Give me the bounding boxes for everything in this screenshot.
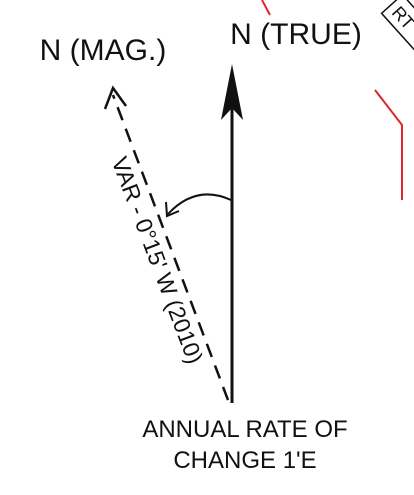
- magnetic-north-label: N (MAG.): [40, 34, 167, 67]
- annual-rate-label-line1: ANNUAL RATE OF: [142, 416, 347, 443]
- variation-angle-arc: [167, 193, 232, 215]
- red-boundary-line: [374, 89, 403, 200]
- true-north-arrowhead-icon: [221, 64, 243, 120]
- magnetic-north-shaft: [111, 94, 230, 401]
- magnetic-north-arrowhead-icon: [103, 85, 128, 110]
- arc-arrowhead-icon: [165, 201, 180, 218]
- annual-rate-label-line2: CHANGE 1'E: [173, 447, 316, 474]
- variation-label: VAR - 0°15' W (2010): [107, 153, 209, 367]
- corner-label-box: RT: [380, 0, 414, 67]
- true-north-label: N (TRUE): [230, 18, 362, 51]
- red-boundary-line-top: [261, 0, 271, 16]
